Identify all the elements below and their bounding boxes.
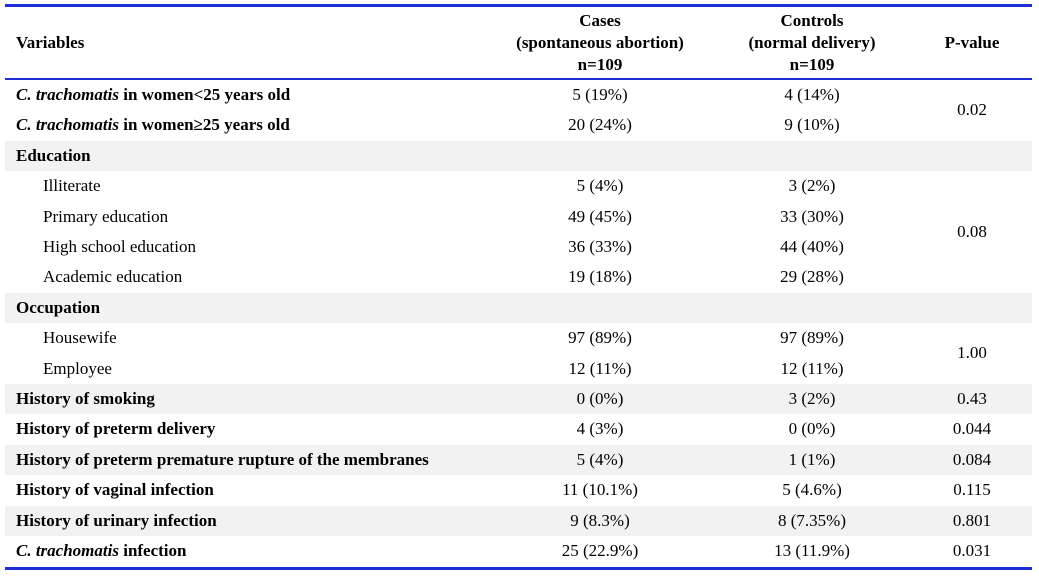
header-cases: Cases (spontaneous abortion) n=109 xyxy=(488,7,712,78)
table-row: History of smoking 0 (0%) 3 (2%) 0.43 xyxy=(5,384,1032,415)
row-label: History of smoking xyxy=(5,384,488,415)
controls-value: 0 (0%) xyxy=(788,419,836,439)
cases-value: 97 (89%) xyxy=(568,328,632,348)
row-label: History of preterm delivery xyxy=(16,419,216,439)
results-table-container: Variables Cases (spontaneous abortion) n… xyxy=(5,4,1032,570)
row-label: High school education xyxy=(43,237,196,257)
cases-value: 4 (3%) xyxy=(576,419,624,439)
pvalue-cell: 0.43 xyxy=(912,384,1032,415)
controls-value: 3 (2%) xyxy=(712,384,912,415)
pvalue-cell: 0.02 xyxy=(912,80,1032,141)
table-row: History of preterm premature rupture of … xyxy=(5,444,1032,476)
row-label: Primary education xyxy=(43,206,169,226)
table-header: Variables Cases (spontaneous abortion) n… xyxy=(5,7,1032,78)
section-row-occupation: Occupation xyxy=(5,292,1032,324)
organism-name: C. trachomatis xyxy=(16,115,119,135)
header-controls-line3: n=109 xyxy=(789,54,835,74)
controls-value: 9 (10%) xyxy=(784,115,840,135)
top-rule xyxy=(5,4,1032,7)
section-label: Occupation xyxy=(5,292,488,324)
controls-value: 97 (89%) xyxy=(780,328,844,348)
cases-value: 19 (18%) xyxy=(568,267,632,287)
cases-value: 20 (24%) xyxy=(568,115,632,135)
controls-value: 29 (28%) xyxy=(780,267,844,287)
controls-value: 3 (2%) xyxy=(788,176,836,196)
cases-value: 5 (4%) xyxy=(576,176,624,196)
pvalue-cell: 0.044 xyxy=(952,419,992,439)
cases-value: 9 (8.3%) xyxy=(488,505,712,537)
table-row: Academic education 19 (18%) 29 (28%) xyxy=(5,262,1032,292)
row-label: Academic education xyxy=(43,267,183,287)
table-row: History of urinary infection 9 (8.3%) 8 … xyxy=(5,505,1032,537)
row-label-suffix: in women≥25 years old xyxy=(118,115,290,135)
table-row: High school education 36 (33%) 44 (40%) xyxy=(5,232,1032,262)
row-label: Housewife xyxy=(43,328,117,348)
controls-value: 5 (4.6%) xyxy=(782,480,842,500)
table-body: C. trachomatis in women<25 years old 5 (… xyxy=(5,78,1032,567)
table-row: History of vaginal infection 11 (10.1%) … xyxy=(5,475,1032,505)
section-label: Education xyxy=(5,140,488,172)
header-controls-line1: Controls xyxy=(780,10,844,30)
row-label: C. trachomatis infection xyxy=(5,536,488,566)
controls-value: 13 (11.9%) xyxy=(774,541,850,561)
pvalue-cell: 0.084 xyxy=(912,444,1032,476)
header-variables: Variables xyxy=(16,32,85,52)
row-label-suffix: in women<25 years old xyxy=(118,85,291,104)
table-row: C. trachomatis in women<25 years old 5 (… xyxy=(5,80,1032,141)
controls-value: 12 (11%) xyxy=(780,358,844,378)
controls-value: 1 (1%) xyxy=(712,444,912,476)
header-cases-line3: n=109 xyxy=(577,54,623,74)
row-label: Employee xyxy=(43,358,112,378)
section-row-education: Education xyxy=(5,140,1032,172)
cases-value: 0 (0%) xyxy=(488,384,712,415)
row-label: History of urinary infection xyxy=(5,505,488,537)
controls-value: 44 (40%) xyxy=(780,237,844,257)
row-label-suffix: infection xyxy=(118,541,187,561)
row-label: Illiterate xyxy=(43,176,101,196)
pvalue-cell: 0.115 xyxy=(953,480,991,500)
organism-name: C. trachomatis xyxy=(16,541,119,561)
table-row: Employee 12 (11%) 12 (11%) xyxy=(5,354,1032,384)
row-label: C. trachomatis in women<25 years old xyxy=(5,80,488,110)
row-label: History of vaginal infection xyxy=(16,480,214,500)
header-controls-line2: (normal delivery) xyxy=(748,32,876,52)
cases-value: 5 (19%) xyxy=(572,85,628,104)
results-table: Variables Cases (spontaneous abortion) n… xyxy=(5,7,1032,567)
table-row: Primary education 49 (45%) 33 (30%) xyxy=(5,202,1032,232)
row-label: C. trachomatis in women≥25 years old xyxy=(5,110,488,140)
controls-value: 8 (7.35%) xyxy=(712,505,912,537)
table-row: C. trachomatis in women≥25 years old 20 … xyxy=(5,110,1032,140)
bottom-rule xyxy=(5,566,1032,570)
pvalue-cell: 0.08 xyxy=(912,171,1032,293)
pvalue-cell: 1.00 xyxy=(912,323,1032,385)
row-label: History of preterm premature rupture of … xyxy=(5,444,488,476)
pvalue-cell: 0.801 xyxy=(912,505,1032,537)
table-row: Housewife 97 (89%) 97 (89%) 1.00 xyxy=(5,323,1032,385)
header-controls: Controls (normal delivery) n=109 xyxy=(712,7,912,78)
controls-value: 33 (30%) xyxy=(780,206,844,226)
header-rule xyxy=(5,78,1032,80)
cases-value: 11 (10.1%) xyxy=(562,480,638,500)
header-cases-line1: Cases xyxy=(579,10,621,30)
cases-value: 12 (11%) xyxy=(568,358,632,378)
cases-value: 49 (45%) xyxy=(568,206,632,226)
header-pvalue: P-value xyxy=(944,32,1000,52)
controls-value: 4 (14%) xyxy=(784,85,840,104)
table-row: History of preterm delivery 4 (3%) 0 (0%… xyxy=(5,414,1032,444)
cases-value: 36 (33%) xyxy=(568,237,632,257)
organism-name: C. trachomatis xyxy=(16,85,119,104)
cases-value: 5 (4%) xyxy=(488,444,712,476)
table-row: C. trachomatis infection 25 (22.9%) 13 (… xyxy=(5,536,1032,566)
table-row: Illiterate 5 (4%) 3 (2%) 0.08 xyxy=(5,171,1032,293)
cases-value: 25 (22.9%) xyxy=(561,541,639,561)
pvalue-cell: 0.031 xyxy=(952,541,992,561)
header-cases-line2: (spontaneous abortion) xyxy=(516,32,684,52)
